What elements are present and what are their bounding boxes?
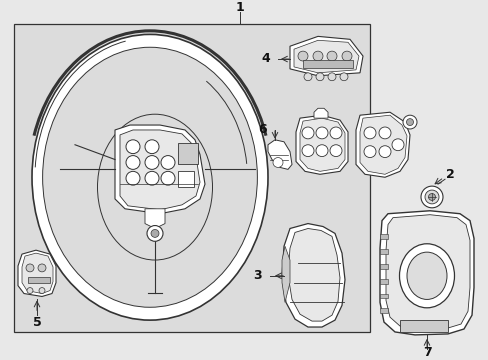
Polygon shape — [287, 229, 339, 321]
Polygon shape — [355, 112, 409, 177]
Circle shape — [378, 146, 390, 158]
Polygon shape — [289, 36, 362, 76]
Text: 1: 1 — [235, 1, 244, 14]
Circle shape — [302, 145, 313, 157]
Bar — [379, 279, 387, 284]
Bar — [379, 308, 387, 313]
Ellipse shape — [406, 252, 446, 300]
Polygon shape — [385, 215, 469, 329]
Circle shape — [272, 158, 283, 167]
Circle shape — [420, 186, 442, 208]
Circle shape — [302, 127, 313, 139]
Polygon shape — [120, 130, 200, 210]
Text: 4: 4 — [261, 51, 270, 64]
Circle shape — [315, 73, 324, 81]
Circle shape — [147, 225, 163, 241]
Text: 2: 2 — [445, 168, 453, 181]
Text: 6: 6 — [258, 123, 267, 136]
Polygon shape — [282, 224, 345, 327]
Polygon shape — [115, 125, 204, 214]
Circle shape — [341, 51, 351, 61]
Ellipse shape — [399, 244, 453, 308]
Circle shape — [339, 73, 347, 81]
Polygon shape — [299, 118, 345, 171]
Circle shape — [297, 51, 307, 61]
Bar — [379, 293, 387, 298]
Circle shape — [378, 127, 390, 139]
Circle shape — [424, 190, 438, 204]
Ellipse shape — [97, 114, 212, 260]
Polygon shape — [313, 108, 327, 118]
Circle shape — [427, 194, 435, 201]
Circle shape — [329, 127, 341, 139]
Circle shape — [38, 264, 46, 272]
Polygon shape — [379, 211, 473, 335]
Polygon shape — [22, 253, 53, 293]
Circle shape — [304, 73, 311, 81]
Circle shape — [145, 156, 159, 169]
Bar — [28, 277, 50, 283]
Circle shape — [329, 145, 341, 157]
Circle shape — [145, 140, 159, 154]
Circle shape — [312, 51, 323, 61]
Circle shape — [27, 288, 33, 293]
Text: 3: 3 — [253, 269, 262, 282]
Circle shape — [363, 146, 375, 158]
Circle shape — [126, 171, 140, 185]
Circle shape — [126, 156, 140, 169]
Circle shape — [145, 171, 159, 185]
Circle shape — [315, 127, 327, 139]
Circle shape — [402, 115, 416, 129]
Text: 5: 5 — [33, 316, 41, 329]
Circle shape — [161, 156, 175, 169]
Bar — [178, 171, 194, 187]
Circle shape — [126, 140, 140, 154]
Circle shape — [39, 288, 45, 293]
Bar — [399, 320, 447, 332]
Bar — [303, 60, 352, 68]
Polygon shape — [282, 246, 289, 302]
Circle shape — [327, 73, 335, 81]
Polygon shape — [145, 209, 164, 229]
Bar — [379, 264, 387, 269]
Polygon shape — [267, 140, 291, 169]
Circle shape — [326, 51, 336, 61]
Circle shape — [151, 229, 159, 237]
Circle shape — [406, 119, 413, 126]
Polygon shape — [359, 115, 406, 174]
Bar — [14, 23, 369, 332]
Circle shape — [26, 264, 34, 272]
Circle shape — [363, 127, 375, 139]
Ellipse shape — [42, 47, 257, 307]
Bar — [379, 234, 387, 239]
Bar — [178, 143, 198, 165]
Circle shape — [315, 145, 327, 157]
Polygon shape — [18, 250, 56, 297]
Bar — [379, 249, 387, 254]
Circle shape — [391, 139, 403, 150]
Ellipse shape — [32, 35, 267, 320]
Polygon shape — [293, 40, 358, 73]
Polygon shape — [295, 115, 347, 174]
Text: 7: 7 — [422, 346, 430, 359]
Circle shape — [161, 171, 175, 185]
